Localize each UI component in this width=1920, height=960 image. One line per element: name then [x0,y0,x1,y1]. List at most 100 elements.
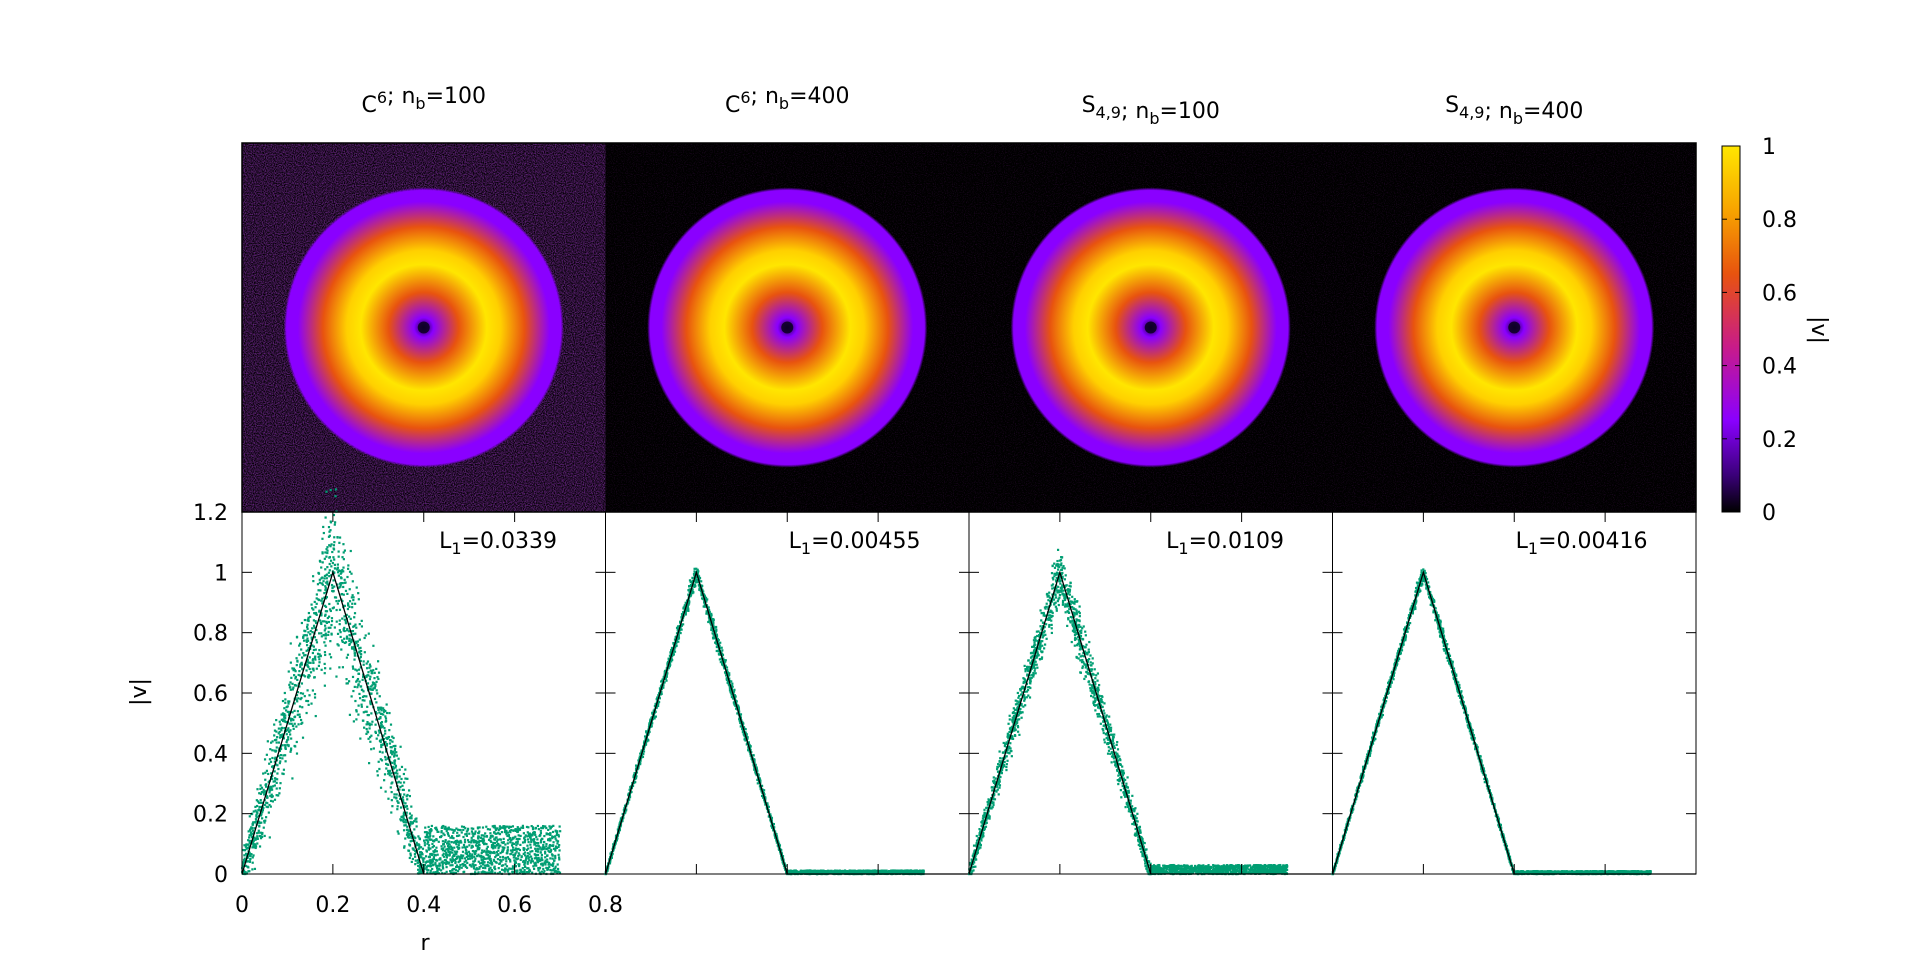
scatter-point [281,699,285,703]
scatter-point [497,867,500,870]
scatter-point [345,613,348,616]
scatter-point [438,872,441,875]
scatter-point [557,853,560,856]
scatter-point [507,839,510,842]
scatter-point [535,835,538,839]
scatter-point [379,786,383,789]
scatter-panel: L1=0.00455 [604,511,970,876]
scatter-point [248,815,251,818]
scatter-point [326,551,329,555]
scatter-point [606,868,609,871]
scatter-point [324,585,327,588]
scatter-point [304,634,307,637]
scatter-point [896,870,899,873]
scatter-point [278,736,282,739]
scatter-point [787,870,790,873]
scatter-point [544,852,547,855]
scatter-point [550,863,553,866]
scatter-point [269,799,273,803]
scatter-point [367,686,370,690]
scatter-point [289,642,292,645]
scatter-point [315,641,319,644]
scatter-point [363,636,366,640]
scatter-point [393,796,396,799]
scatter-point [548,843,552,847]
scatter-point [312,645,315,648]
scatter-point [382,707,385,710]
scatter-point [536,838,539,841]
scatter-point [528,859,531,862]
scatter-point [549,827,552,830]
scatter-point [518,864,521,868]
scatter-point [395,775,398,778]
scatter-point [524,865,527,868]
scatter-point [816,869,820,872]
scatter-point [306,627,309,630]
scatter-point [660,680,664,683]
scatter-point [344,581,347,584]
scatter-point [528,853,531,856]
scatter-point [341,556,344,559]
scatter-point [242,870,245,873]
scatter-point [480,859,483,862]
scatter-point [350,646,354,649]
scatter-point [538,871,542,874]
scatter-point [347,564,350,567]
scatter-point [523,841,526,844]
scatter-point [537,828,540,831]
scatter-point [468,832,471,835]
scatter-point [466,861,469,865]
heatmap-panel: S4,9; nb=100 [969,93,1333,512]
heatmap-panel: C6; nb=100 [242,84,606,512]
scatter-point [372,687,375,690]
scatter-point [480,855,483,858]
scatter-point [300,661,303,664]
scatter-point [393,759,397,762]
scatter-point [416,859,420,862]
scatter-point [535,844,538,847]
scatter-point [246,846,249,849]
scatter-point [728,672,731,675]
scatter-point [286,743,289,746]
scatter-point [284,698,287,701]
scatter-point [545,832,548,835]
scatter-point [656,696,659,699]
scatter-point [700,594,703,597]
scatter-point [248,828,252,831]
scatter-point [323,684,326,687]
scatter-point [258,821,261,824]
scatter-point [747,749,750,752]
scatter-point [325,555,328,558]
scatter-point [652,714,656,718]
scatter-point [494,826,497,829]
scatter-point [358,657,361,660]
scatter-point [300,648,303,651]
scatter-point [494,861,497,864]
scatter-point [802,870,805,873]
scatter-point [298,715,301,719]
scatter-point [540,870,543,873]
scatter-point [748,750,751,754]
scatter-point [396,781,399,784]
scatter-point [385,711,389,715]
scatter-point [451,864,454,867]
scatter-point [438,862,441,865]
scatter-point [289,733,292,736]
scatter-point [482,860,485,863]
scatter-point [346,592,349,595]
scatter-point [275,738,278,741]
scatter-point [486,857,489,860]
scatter-point [321,561,324,564]
scatter-point [256,837,259,841]
scatter-point [370,748,373,751]
scatter-point [474,839,477,843]
scatter-point [266,805,269,809]
scatter-point [552,841,555,844]
scatter-point [558,825,561,828]
scatter-point [435,850,438,853]
scatter-point [527,847,530,850]
scatter-point [333,563,336,566]
scatter-point [408,822,411,826]
scatter-point [355,718,358,721]
scatter-point [719,641,722,644]
